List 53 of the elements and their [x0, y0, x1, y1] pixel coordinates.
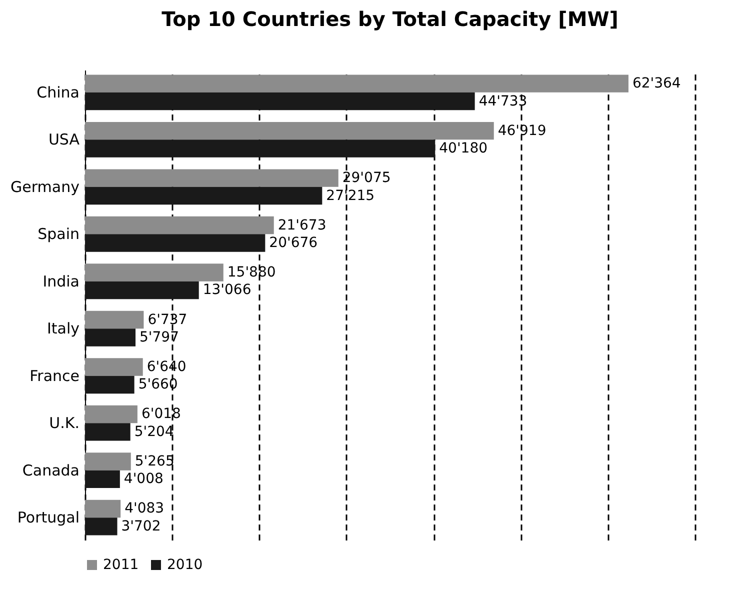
bar — [85, 186, 322, 205]
data-label: 5'660 — [138, 376, 178, 393]
bar — [85, 92, 475, 110]
y-tick-label: Canada — [22, 461, 80, 480]
bar — [85, 328, 136, 346]
data-label: 5'797 — [140, 329, 179, 346]
y-tick-label: France — [30, 366, 80, 385]
bar — [85, 122, 494, 140]
bar — [85, 358, 143, 376]
data-label: 40'180 — [439, 140, 488, 157]
bar — [85, 405, 138, 424]
y-tick-label: Portugal — [17, 508, 80, 527]
data-label: 4'008 — [124, 471, 164, 488]
data-label: 5'204 — [134, 424, 174, 440]
data-label: 62'364 — [632, 76, 681, 92]
data-label: 5'265 — [134, 453, 174, 470]
bar — [85, 216, 274, 234]
bar — [85, 281, 199, 300]
data-label: 13'066 — [202, 282, 252, 298]
bar — [85, 234, 266, 252]
chart-title: Top 10 Countries by Total Capacity [MW] — [162, 7, 618, 31]
bar — [85, 518, 118, 536]
bar — [85, 376, 134, 394]
y-tick-label: U.K. — [49, 414, 80, 432]
y-tick-label: USA — [48, 130, 80, 149]
data-label: 46'919 — [498, 122, 546, 139]
data-label: 29'075 — [342, 170, 391, 186]
y-tick-label: Spain — [38, 225, 80, 244]
y-tick-label: India — [42, 272, 80, 290]
bar — [85, 264, 224, 282]
bar — [85, 470, 120, 488]
bar — [85, 500, 121, 518]
y-tick-label: China — [36, 83, 80, 102]
data-label: 21'673 — [278, 217, 326, 234]
y-tick-label: Germany — [10, 178, 80, 196]
legend-label: 2010 — [167, 557, 203, 573]
bar — [85, 169, 338, 187]
legend-label: 2011 — [103, 557, 139, 573]
data-label: 20'676 — [269, 235, 318, 252]
bar — [85, 140, 436, 158]
data-label: 27'215 — [326, 188, 375, 204]
bar — [85, 310, 144, 329]
data-label: 6'018 — [141, 406, 181, 422]
bar — [85, 423, 130, 441]
y-tick-label: Italy — [46, 320, 80, 338]
data-label: 3'702 — [121, 518, 161, 534]
data-label: 15'880 — [227, 264, 276, 281]
bar — [85, 452, 131, 470]
data-label: 4'083 — [124, 500, 164, 517]
data-label: 6'640 — [146, 358, 186, 375]
data-label: 6'737 — [148, 312, 188, 328]
bar — [85, 74, 628, 92]
data-label: 44'733 — [478, 93, 528, 110]
